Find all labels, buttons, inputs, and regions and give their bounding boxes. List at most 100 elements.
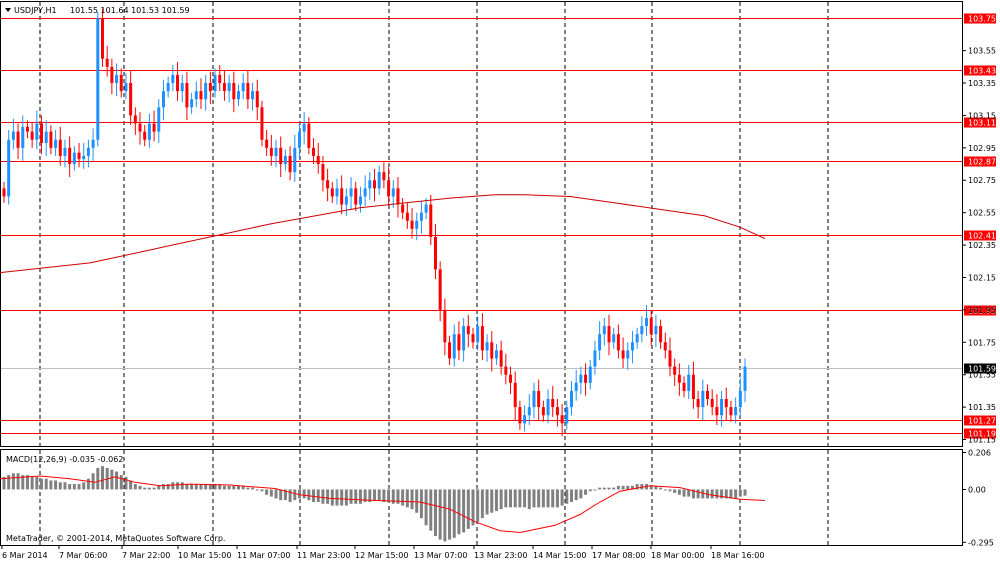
macd-bar bbox=[668, 489, 672, 492]
level-tag bbox=[964, 428, 996, 439]
macd-pane-frame bbox=[0, 449, 963, 546]
x-tick-label: 18 Mar 00:00 bbox=[651, 551, 704, 560]
macd-bar bbox=[279, 489, 283, 501]
macd-bar bbox=[391, 489, 395, 504]
macd-bar bbox=[635, 484, 639, 490]
macd-y-tick-label: 0.206 bbox=[968, 449, 991, 458]
candle-body bbox=[433, 236, 437, 270]
macd-bar bbox=[527, 489, 531, 510]
macd-bar bbox=[91, 473, 95, 490]
macd-bar bbox=[593, 489, 597, 491]
candle-body bbox=[105, 58, 109, 67]
candle-body bbox=[354, 188, 358, 205]
macd-bar bbox=[541, 489, 545, 508]
candle-body bbox=[598, 334, 602, 351]
candle-body bbox=[2, 188, 6, 197]
candle-body bbox=[326, 180, 330, 189]
macd-bar bbox=[340, 489, 344, 506]
candle-body bbox=[297, 131, 301, 148]
macd-bar bbox=[387, 489, 391, 502]
ma-line bbox=[0, 194, 766, 274]
candle-body bbox=[96, 18, 100, 140]
macd-bar bbox=[82, 482, 86, 490]
candle-body bbox=[91, 139, 95, 148]
macd-bar bbox=[579, 489, 583, 499]
macd-signal-line bbox=[0, 475, 766, 534]
macd-bar bbox=[180, 482, 184, 490]
x-tick-label: 7 Mar 22:00 bbox=[122, 551, 170, 560]
macd-bar bbox=[621, 485, 625, 490]
macd-bar bbox=[724, 489, 728, 499]
macd-bar bbox=[373, 489, 377, 501]
macd-bar bbox=[720, 489, 724, 499]
candle-body bbox=[68, 147, 72, 165]
macd-bar bbox=[584, 489, 588, 495]
candle-body bbox=[171, 74, 175, 84]
candle-body bbox=[729, 407, 733, 416]
level-tag bbox=[964, 415, 996, 426]
level-tag-label: 102.87 bbox=[968, 158, 996, 167]
macd-bar bbox=[443, 489, 447, 542]
candle-body bbox=[518, 407, 522, 424]
macd-bar bbox=[509, 489, 513, 508]
macd-bar bbox=[166, 484, 170, 490]
candle-body bbox=[25, 126, 29, 132]
candle-body bbox=[574, 382, 578, 391]
macd-bar bbox=[77, 484, 81, 490]
candle-body bbox=[612, 334, 616, 343]
candle-body bbox=[349, 188, 353, 197]
candle-body bbox=[363, 188, 367, 197]
macd-indicator: 0.206 0.00 -0.295 bbox=[0, 449, 994, 547]
macd-bar bbox=[2, 476, 6, 490]
macd-label: MACD(12,26,9) -0.035 -0.062 bbox=[6, 455, 123, 464]
collapse-arrow-icon[interactable] bbox=[5, 8, 11, 12]
candle-body bbox=[668, 350, 672, 367]
candle-body bbox=[452, 334, 456, 359]
candle-body bbox=[180, 83, 184, 92]
macd-bar bbox=[185, 484, 189, 490]
macd-bar bbox=[602, 487, 606, 490]
macd-bar bbox=[100, 466, 104, 490]
macd-bar bbox=[265, 489, 269, 495]
candle-body bbox=[72, 152, 76, 165]
level-tag bbox=[964, 156, 996, 167]
macd-bar bbox=[701, 489, 705, 499]
x-tick-label: 12 Mar 15:00 bbox=[355, 551, 408, 560]
candle-body bbox=[100, 18, 104, 59]
macd-bar bbox=[560, 489, 564, 506]
macd-bar bbox=[312, 489, 316, 502]
candle-body bbox=[415, 220, 419, 229]
candle-body bbox=[480, 326, 484, 351]
macd-bar bbox=[513, 489, 517, 508]
macd-bar bbox=[630, 485, 634, 490]
candle-body bbox=[237, 91, 240, 100]
candle-body bbox=[373, 180, 377, 189]
candle-body bbox=[419, 212, 423, 221]
macd-bar bbox=[640, 484, 644, 490]
candle-body bbox=[44, 131, 48, 143]
candle-body bbox=[410, 220, 414, 229]
macd-bar bbox=[401, 489, 405, 506]
level-tag-label: 103.75 bbox=[968, 15, 996, 24]
price-pane-frame bbox=[0, 1, 963, 447]
macd-bar bbox=[734, 489, 738, 499]
candle-body bbox=[659, 326, 663, 343]
macd-bar bbox=[569, 489, 573, 502]
x-tick-label: 17 Mar 08:00 bbox=[592, 551, 645, 560]
macd-bar bbox=[382, 489, 386, 502]
macd-bar bbox=[448, 489, 452, 540]
macd-bar bbox=[129, 480, 133, 490]
macd-y-tick-label: -0.295 bbox=[968, 538, 994, 547]
macd-bar bbox=[687, 489, 691, 497]
candle-body bbox=[54, 139, 58, 148]
candle-body bbox=[152, 123, 156, 132]
macd-bar bbox=[63, 482, 67, 490]
candle-body bbox=[527, 407, 531, 416]
candle-body bbox=[218, 74, 222, 84]
macd-bar bbox=[25, 475, 29, 490]
candle-body bbox=[368, 180, 372, 189]
y-tick-label: 102.75 bbox=[968, 176, 996, 185]
macd-bar bbox=[466, 489, 470, 529]
